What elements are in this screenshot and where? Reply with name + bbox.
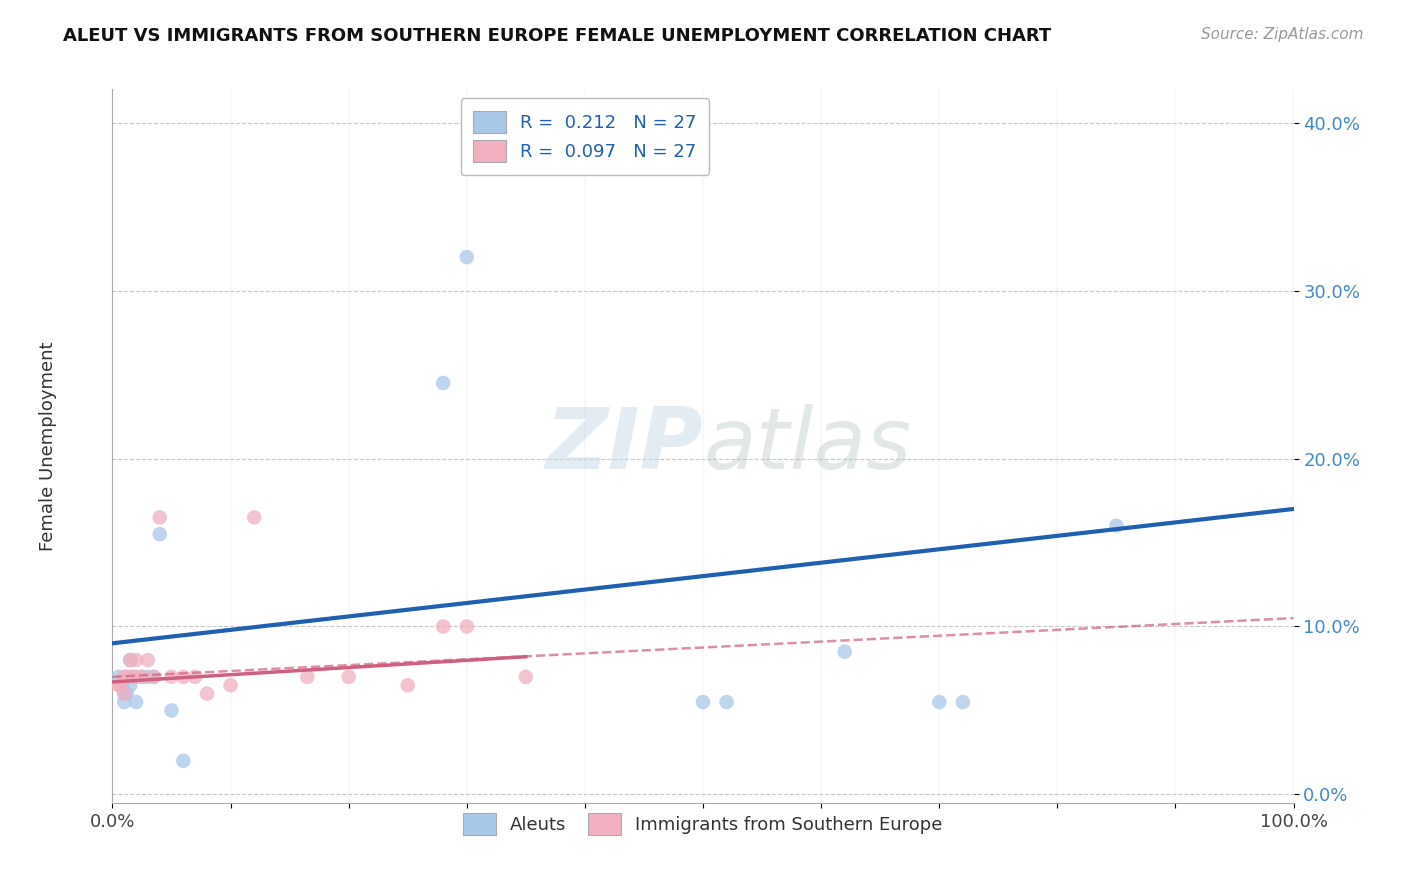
Point <box>432 619 454 633</box>
Point <box>297 670 319 684</box>
Point <box>160 670 183 684</box>
Point <box>142 670 165 684</box>
Legend: Aleuts, Immigrants from Southern Europe: Aleuts, Immigrants from Southern Europe <box>451 800 955 847</box>
Point <box>131 670 153 684</box>
Point <box>112 695 135 709</box>
Point <box>115 687 138 701</box>
Point <box>107 678 129 692</box>
Point <box>120 653 142 667</box>
Point <box>149 527 172 541</box>
Point <box>952 695 974 709</box>
Point <box>125 695 148 709</box>
Point <box>160 703 183 717</box>
Point <box>1105 518 1128 533</box>
Text: ZIP: ZIP <box>546 404 703 488</box>
Point <box>243 510 266 524</box>
Point <box>125 670 148 684</box>
Point <box>112 670 135 684</box>
Point <box>337 670 360 684</box>
Point <box>120 678 142 692</box>
Point <box>834 645 856 659</box>
Point <box>515 670 537 684</box>
Point <box>107 670 129 684</box>
Point <box>195 687 218 701</box>
Point <box>112 687 135 701</box>
Point <box>120 653 142 667</box>
Text: ALEUT VS IMMIGRANTS FROM SOUTHERN EUROPE FEMALE UNEMPLOYMENT CORRELATION CHART: ALEUT VS IMMIGRANTS FROM SOUTHERN EUROPE… <box>63 27 1052 45</box>
Point <box>149 510 172 524</box>
Point <box>172 754 194 768</box>
Point <box>111 678 134 692</box>
Point <box>219 678 242 692</box>
Text: Source: ZipAtlas.com: Source: ZipAtlas.com <box>1201 27 1364 42</box>
Point <box>456 619 478 633</box>
Point <box>432 376 454 390</box>
Point <box>396 678 419 692</box>
Point <box>122 670 145 684</box>
Point <box>110 678 132 692</box>
Point <box>928 695 950 709</box>
Point <box>136 653 159 667</box>
Text: atlas: atlas <box>703 404 911 488</box>
Point <box>125 653 148 667</box>
Point <box>172 670 194 684</box>
Point <box>692 695 714 709</box>
Point <box>112 687 135 701</box>
Point <box>120 670 142 684</box>
Point <box>142 670 165 684</box>
Y-axis label: Female Unemployment: Female Unemployment <box>39 342 56 550</box>
Point <box>456 250 478 264</box>
Point <box>131 670 153 684</box>
Point <box>136 670 159 684</box>
Point <box>716 695 738 709</box>
Point <box>184 670 207 684</box>
Point <box>115 670 138 684</box>
